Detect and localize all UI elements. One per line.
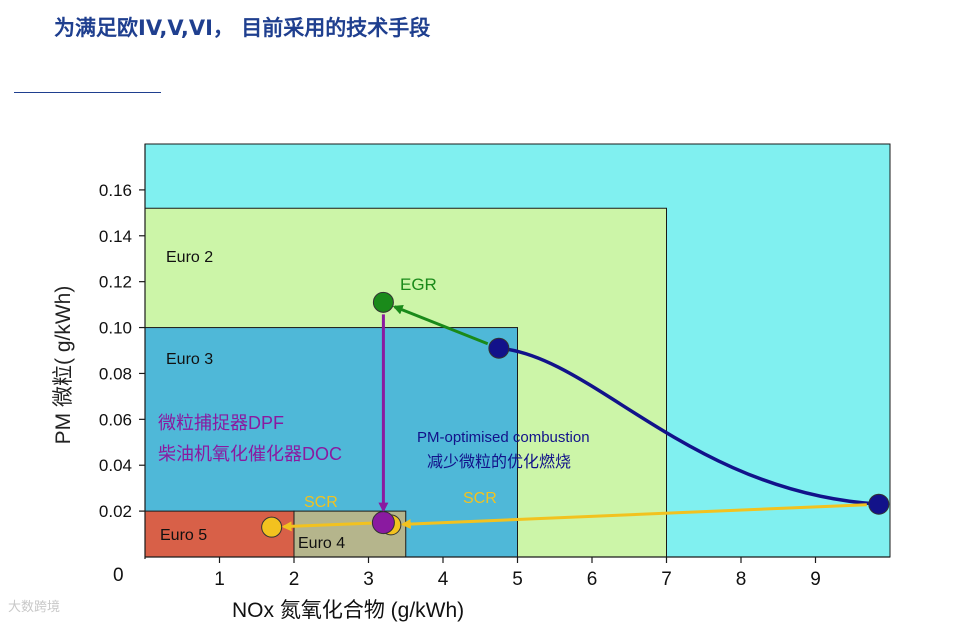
page-title: 为满足欧IV,V,VI， 目前采用的技术手段	[54, 16, 431, 40]
annotation-dpf: 微粒捕捉器DPF	[158, 413, 284, 433]
x-tick-label: 2	[289, 569, 300, 590]
annotation-optimised-en: PM-optimised combustion	[417, 429, 590, 446]
y-ticks: 0.02 0.04 0.06 0.08 0.10 0.12 0.14 0.16	[99, 181, 145, 521]
x-ticks: 1 2 3 4 5 6 7 8 9	[214, 557, 821, 590]
scr-arrow-long	[400, 503, 867, 530]
annotation-doc: 柴油机氧化催化器DOC	[158, 444, 342, 464]
point-egr-end	[372, 291, 394, 313]
x-tick-label: 3	[363, 569, 374, 590]
title-underline	[14, 92, 161, 93]
x-tick-label: 7	[661, 569, 672, 590]
watermark: 大数跨境	[8, 600, 61, 615]
x-tick-label: 9	[810, 569, 821, 590]
annotation-optimised-cn: 减少微粒的优化燃烧	[427, 453, 571, 471]
x-tick-label: 1	[214, 569, 225, 590]
point-scr-end-b	[261, 516, 283, 538]
y-tick-label: 0.06	[99, 410, 132, 429]
label-euro-3: Euro 3	[166, 351, 213, 368]
x-tick-label: 6	[587, 569, 598, 590]
y-tick-label: 0.14	[99, 227, 132, 246]
x-tick-label: 4	[438, 569, 449, 590]
annotation-scr-right: SCR	[463, 490, 497, 507]
y-tick-label: 0.12	[99, 273, 132, 292]
x-tick-label: 8	[736, 569, 747, 590]
egr-arrow	[392, 305, 489, 346]
y-tick-label: 0.10	[99, 319, 132, 338]
annotation-egr: EGR	[400, 275, 437, 294]
x-axis-title: NOx 氮氧化合物 (g/kWh)	[232, 599, 464, 622]
y-tick-label: 0.16	[99, 181, 132, 200]
x-origin-label: 0	[113, 565, 124, 586]
label-euro-4: Euro 4	[298, 535, 345, 552]
y-axis-title: PM 微粒( g/kWh)	[52, 286, 75, 445]
y-tick-label: 0.08	[99, 364, 132, 383]
optimised-combustion-curve	[498, 346, 879, 506]
point-dpf-end	[371, 511, 395, 535]
label-euro-5: Euro 5	[160, 527, 207, 544]
y-tick-label: 0.02	[99, 502, 132, 521]
scr-arrow-short	[281, 521, 372, 532]
x-tick-label: 5	[512, 569, 523, 590]
y-tick-label: 0.04	[99, 456, 132, 475]
label-euro-2: Euro 2	[166, 249, 213, 266]
annotation-scr-left: SCR	[304, 494, 338, 511]
point-optimised-end	[488, 337, 510, 359]
point-optimised-start	[868, 493, 890, 515]
